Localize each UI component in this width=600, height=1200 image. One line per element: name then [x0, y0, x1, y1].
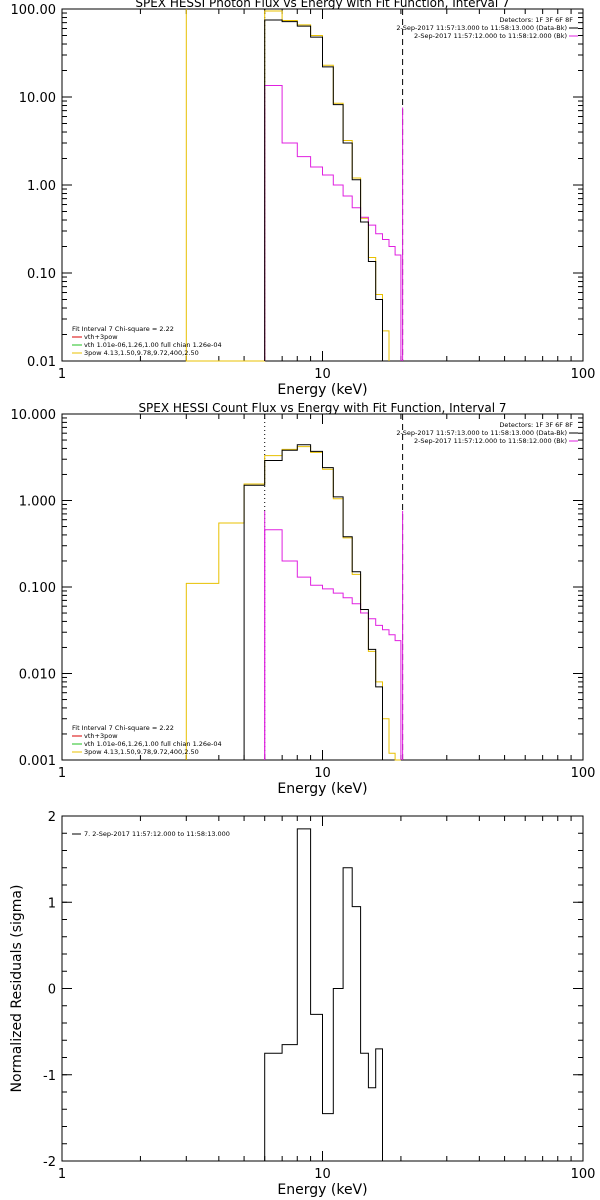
chart3-y-axis-label: Normalized Residuals (sigma)	[9, 885, 25, 1093]
chart3-series-7	[264, 828, 383, 1161]
chart1-x-tick-label: 1	[58, 367, 66, 382]
chart2-x-tick-label: 100	[571, 766, 596, 781]
chart1-y-tick-label: 1.00	[27, 179, 56, 194]
chart1-legend-detectors: Detectors: 1F 3F 6F 8F	[499, 16, 573, 24]
chart2-legend-entry: 3pow 4.13,1.50,9.78,9.72,400,2.50	[84, 748, 199, 756]
chart3-y-tick-label: -1	[43, 1069, 56, 1084]
chart1-legend-entry: 3pow 4.13,1.50,9.78,9.72,400,2.50	[84, 349, 199, 357]
chart3-x-tick-label: 10	[314, 1167, 331, 1182]
chart1-legend-entry: vth+3pow	[84, 333, 118, 341]
chart2-legend-entry: 2-Sep-2017 11:57:12.000 to 11:58:12.000 …	[414, 437, 567, 445]
chart1-legend-header: Fit Interval 7 Chi-square = 2.22	[72, 325, 174, 333]
chart1-x-axis-label: Energy (keV)	[277, 382, 367, 398]
chart2-y-tick-label: 0.010	[19, 668, 56, 683]
chart3-legend-entry: 7. 2-Sep-2017 11:57:12.000 to 11:58:13.0…	[84, 830, 230, 838]
chart2-x-tick-label: 10	[314, 766, 331, 781]
chart1-series-vth-3pow	[185, 9, 390, 362]
chart3-y-tick-label: 0	[48, 983, 56, 998]
chart2-x-tick-label: 1	[58, 766, 66, 781]
chart2-title: SPEX HESSI Count Flux vs Energy with Fit…	[138, 401, 506, 415]
chart2-legend-entry: 2-Sep-2017 11:57:13.000 to 11:58:13.000 …	[396, 429, 567, 437]
chart1-x-tick-label: 10	[314, 367, 331, 382]
chart1-legend-entry: 2-Sep-2017 11:57:13.000 to 11:58:13.000 …	[396, 24, 567, 32]
chart3-y-tick-label: 1	[48, 896, 56, 911]
chart2-series-vth-3pow	[185, 446, 401, 761]
chart1-series-data-bk	[264, 19, 383, 361]
chart2-x-axis-label: Energy (keV)	[277, 781, 367, 797]
chart1-series-bk	[264, 85, 402, 361]
chart2-legend-detectors: Detectors: 1F 3F 6F 8F	[499, 421, 573, 429]
chart2-y-tick-label: 10.000	[11, 408, 57, 423]
chart1-y-tick-label: 10.00	[19, 91, 56, 106]
chart2-legend-entry: vth 1.01e-06,1.26,1.00 full chian 1.26e-…	[84, 740, 222, 748]
chart2-y-tick-label: 1.000	[19, 495, 56, 510]
chart1-y-tick-label: 0.10	[27, 267, 56, 282]
chart3-x-tick-label: 1	[58, 1167, 66, 1182]
chart3-y-tick-label: 2	[48, 810, 56, 825]
chart1-legend-entry: 2-Sep-2017 11:57:12.000 to 11:58:12.000 …	[414, 32, 567, 40]
chart3-y-tick-label: -2	[43, 1155, 56, 1170]
chart1-x-tick-label: 100	[571, 367, 596, 382]
chart2-series-bk	[264, 529, 402, 760]
chart2-y-tick-label: 0.001	[19, 754, 56, 769]
chart3-x-axis-label: Energy (keV)	[277, 1182, 367, 1198]
chart1-y-tick-label: 100.00	[11, 3, 57, 18]
chart2-series-data-bk	[243, 444, 383, 760]
chart3-x-tick-label: 100	[571, 1167, 596, 1182]
chart1-y-tick-label: 0.01	[27, 355, 56, 370]
chart2-legend-entry: vth+3pow	[84, 732, 118, 740]
chart2-y-tick-label: 0.100	[19, 581, 56, 596]
chart2-legend-header: Fit Interval 7 Chi-square = 2.22	[72, 724, 174, 732]
chart1-legend-entry: vth 1.01e-06,1.26,1.00 full chian 1.26e-…	[84, 341, 222, 349]
chart1-title: SPEX HESSI Photon Flux vs Energy with Fi…	[135, 0, 509, 10]
